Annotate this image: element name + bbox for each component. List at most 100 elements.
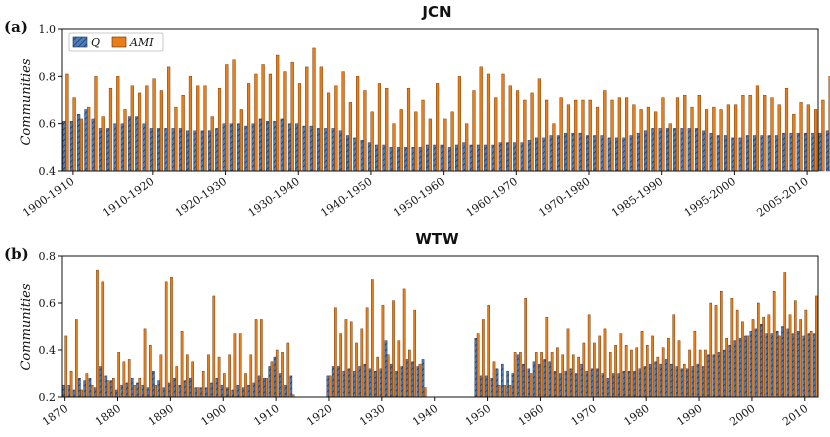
bar-ami xyxy=(614,345,617,398)
bar-ami xyxy=(770,97,774,172)
bar-ami xyxy=(217,87,222,172)
bar-q xyxy=(400,366,404,398)
bar-ami xyxy=(534,352,538,398)
legend-label-ami: AMI xyxy=(129,36,154,49)
bar-ami xyxy=(138,378,142,398)
bar-q xyxy=(164,128,168,172)
bar-q xyxy=(84,109,88,172)
bar-ami xyxy=(270,361,274,398)
bar-q xyxy=(199,387,203,398)
y-tick-label: 0.4 xyxy=(39,165,57,178)
bar-q xyxy=(263,378,266,398)
x-tick-label: 1910-1920 xyxy=(100,175,156,220)
bar-ami xyxy=(421,99,425,172)
bar-q xyxy=(247,385,250,398)
panel-b-label: (b) xyxy=(4,245,29,263)
bar-ami xyxy=(693,331,697,398)
bar-ami xyxy=(577,356,580,398)
bar-ami xyxy=(559,97,563,172)
bar-ami xyxy=(501,73,505,172)
panel-a-label: (a) xyxy=(4,18,28,36)
bar-ami xyxy=(772,291,776,398)
bar-q xyxy=(455,144,459,172)
bar-q xyxy=(88,378,92,398)
bar-q xyxy=(98,128,103,172)
bar-q xyxy=(374,370,377,398)
bar-q xyxy=(241,387,245,398)
bar-ami xyxy=(757,302,760,398)
bar-ami xyxy=(428,118,432,172)
bar-ami xyxy=(212,295,216,398)
bar-ami xyxy=(809,331,813,398)
bar-ami xyxy=(472,90,476,172)
bar-ami xyxy=(418,363,422,398)
bar-q xyxy=(384,340,388,398)
bar-ami xyxy=(385,87,389,172)
bar-q xyxy=(617,373,620,398)
bar-ami xyxy=(339,333,342,398)
x-tick-label: 1940 xyxy=(410,402,440,429)
bar-ami xyxy=(783,272,787,398)
bar-q xyxy=(760,135,764,172)
bar-ami xyxy=(94,76,98,172)
bar-q xyxy=(295,123,299,172)
bar-ami xyxy=(265,378,268,398)
bar-q xyxy=(670,363,673,398)
bar-ami xyxy=(365,307,369,398)
bar-ami xyxy=(85,373,89,398)
bar-q xyxy=(532,361,536,398)
x-tick-label: 2000 xyxy=(727,402,757,429)
bar-q xyxy=(694,128,699,172)
bar-ami xyxy=(497,385,501,398)
x-tick-label: 1990 xyxy=(674,402,704,429)
bar-q xyxy=(484,144,488,172)
bar-ami xyxy=(392,123,396,172)
x-tick-label: 1980 xyxy=(622,402,652,429)
bar-q xyxy=(171,128,175,172)
bar-q xyxy=(389,147,393,172)
bar-q xyxy=(760,323,763,398)
bar-ami xyxy=(112,378,115,398)
bar-q xyxy=(352,370,356,398)
bar-q xyxy=(569,368,573,398)
bar-ami xyxy=(275,349,279,398)
bar-ami xyxy=(414,111,418,172)
bar-q xyxy=(251,123,255,172)
bar-q xyxy=(651,128,655,172)
bar-ami xyxy=(130,85,134,172)
bar-q xyxy=(207,130,212,172)
bar-ami xyxy=(360,328,364,398)
bar-ami xyxy=(799,319,802,398)
x-tick-label: 1920 xyxy=(304,402,334,429)
bar-ami xyxy=(821,99,825,172)
bar-q xyxy=(157,380,161,398)
bar-q xyxy=(367,142,371,172)
bar-q xyxy=(418,147,422,172)
bar-q xyxy=(152,370,155,398)
bar-q xyxy=(136,382,139,398)
bar-ami xyxy=(751,319,755,398)
bar-q xyxy=(575,373,578,398)
bar-ami xyxy=(381,305,385,398)
bar-q xyxy=(658,128,662,172)
bar-q xyxy=(62,121,66,172)
bar-ami xyxy=(356,76,360,172)
bar-q xyxy=(501,363,504,398)
bar-q xyxy=(723,349,726,398)
bar-q xyxy=(691,366,694,398)
y-tick-label: 0.6 xyxy=(39,118,57,131)
bar-q xyxy=(675,366,679,398)
x-tick-label: 1930-1940 xyxy=(246,175,302,220)
bar-ami xyxy=(377,83,382,172)
bar-ami xyxy=(123,109,127,172)
bar-ami xyxy=(349,321,353,398)
bar-ami xyxy=(247,83,251,172)
panel-a-y-ticks: 0.4 0.6 0.8 1.0 xyxy=(39,23,62,178)
bar-q xyxy=(273,121,277,172)
bar-q xyxy=(338,130,342,172)
bar-ami xyxy=(720,291,723,398)
bar-q xyxy=(644,130,648,172)
bar-ami xyxy=(457,76,461,172)
bar-ami xyxy=(767,314,771,398)
bar-ami xyxy=(228,354,231,398)
